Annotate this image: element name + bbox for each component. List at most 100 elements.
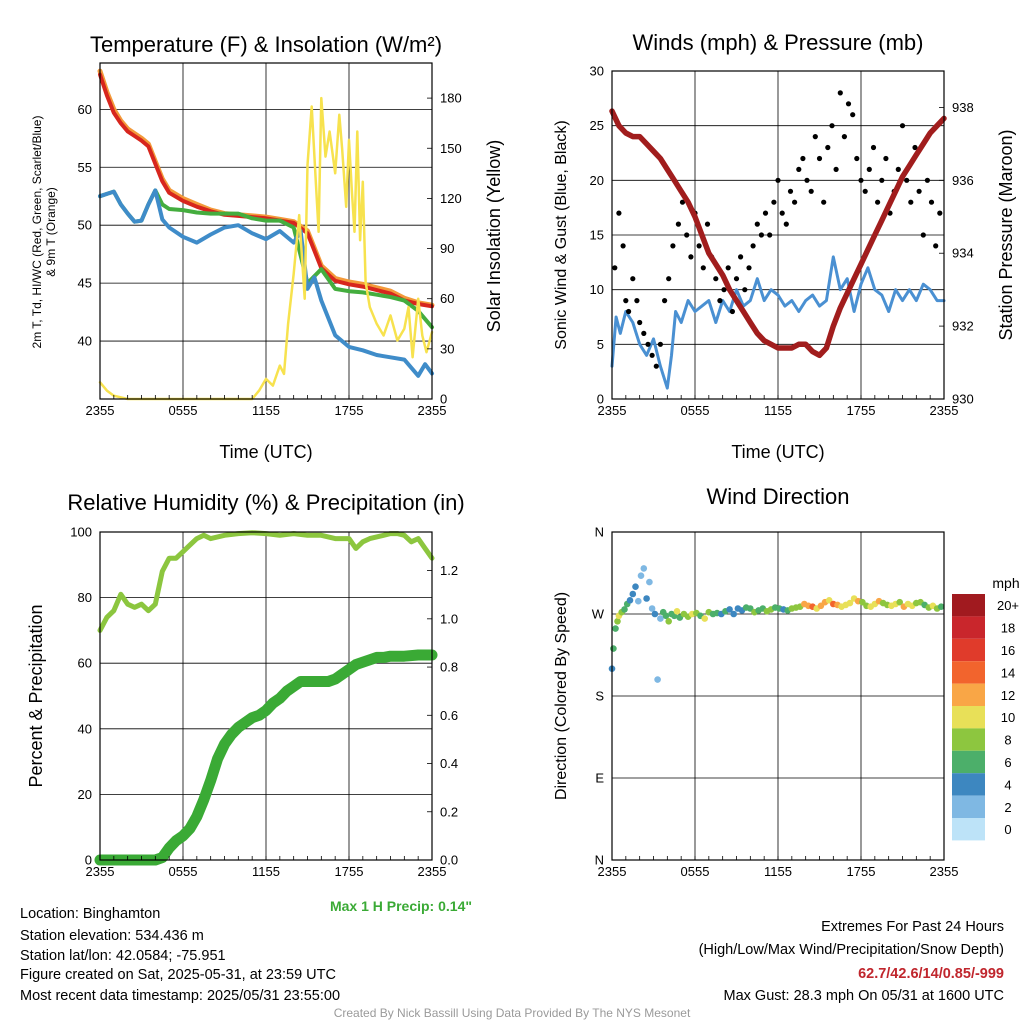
y2-tick-label: 0.6 xyxy=(440,708,458,723)
gust-point xyxy=(833,166,839,172)
y-tick-label: 15 xyxy=(590,228,604,243)
x-tick-label: 1755 xyxy=(847,864,876,879)
gust-point xyxy=(717,298,723,304)
gust-point xyxy=(866,166,872,172)
gust-point xyxy=(854,155,860,162)
gust-point xyxy=(858,177,864,183)
legend-label: 2 xyxy=(1004,800,1011,815)
x-tick-label: 2355 xyxy=(930,864,959,879)
gust-point xyxy=(688,254,694,260)
x-tick-label: 1755 xyxy=(847,403,876,418)
gust-point xyxy=(928,199,935,205)
direction-point xyxy=(896,598,903,606)
direction-point xyxy=(648,605,656,612)
y2-tick-label: 1.0 xyxy=(440,611,458,626)
gust-point xyxy=(883,155,889,162)
humidity-axes: 2355 0555 1155 1755 23550204060801000.00.20.… xyxy=(70,525,458,880)
gust-point xyxy=(670,243,676,249)
winds-xlabel: Time (UTC) xyxy=(731,442,824,462)
x-tick-label: 2355 xyxy=(418,864,447,879)
gust-point xyxy=(787,188,794,194)
direction-point xyxy=(646,578,653,586)
humidity-panel: Relative Humidity (%) & Precipitation (i… xyxy=(26,490,472,914)
legend-swatch xyxy=(952,818,985,841)
gust-point xyxy=(816,155,823,162)
gust-point xyxy=(713,276,719,282)
gust-point xyxy=(623,298,629,304)
direction-point xyxy=(612,625,619,632)
gust-point xyxy=(626,308,632,315)
gust-point xyxy=(733,276,740,282)
legend-swatch xyxy=(952,750,985,774)
gust-point xyxy=(758,232,765,238)
y2-tick-label: 0.2 xyxy=(440,804,458,819)
x-tick-label: 2355 xyxy=(418,403,447,418)
legend-label: 10 xyxy=(1001,710,1015,725)
gust-point xyxy=(783,221,789,227)
direction-point xyxy=(726,606,733,613)
y2-tick-label: 930 xyxy=(952,392,974,407)
gust-point xyxy=(862,188,868,194)
direction-point xyxy=(662,612,670,620)
y-tick-label: 25 xyxy=(590,118,604,133)
y2-tick-label: 0.0 xyxy=(440,853,458,868)
elevation-text: Station elevation: 534.436 m xyxy=(20,928,204,944)
gust-point xyxy=(725,265,731,271)
gust-point xyxy=(879,177,885,183)
y-tick-label: W xyxy=(592,607,605,622)
legend-label: 8 xyxy=(1004,733,1011,748)
direction-plot xyxy=(608,565,945,683)
temperature-ylabel-line2: & 9m T (Orange) xyxy=(44,187,58,277)
gust-point xyxy=(662,298,668,304)
humidity-title: Relative Humidity (%) & Precipitation (i… xyxy=(67,490,464,515)
direction-point xyxy=(643,595,650,602)
direction-point xyxy=(626,597,634,604)
temperature-panel: Temperature (F) & Insolation (W/m²) 2355… xyxy=(30,32,504,462)
y-tick-label: 50 xyxy=(78,218,92,233)
gust-point xyxy=(696,243,702,249)
y-tick-label: 20 xyxy=(590,173,604,188)
gust-point xyxy=(904,177,910,183)
x-tick-label: 2355 xyxy=(86,864,115,879)
extremes-values: 62.7/42.6/14/0.85/-999 xyxy=(858,966,1004,982)
gust-point xyxy=(704,221,711,227)
gust-point xyxy=(637,319,643,326)
pressure-line xyxy=(609,108,947,359)
y-tick-label: 60 xyxy=(78,102,92,117)
x-tick-label: 1155 xyxy=(764,864,792,879)
x-tick-label: 1755 xyxy=(335,403,364,418)
winds-ylabel: Sonic Wind & Gust (Blue, Black) xyxy=(553,120,570,349)
gust-point xyxy=(649,352,655,358)
direction-point xyxy=(640,565,648,572)
gust-point xyxy=(800,155,806,162)
y2-tick-label: 0 xyxy=(440,392,447,407)
x-tick-label: 2355 xyxy=(86,403,115,418)
legend-title: mph xyxy=(992,575,1019,591)
gust-point xyxy=(750,243,756,249)
legend-swatch xyxy=(952,773,985,796)
direction-title: Wind Direction xyxy=(706,484,849,509)
legend-label: 16 xyxy=(1001,643,1015,658)
legend-swatch xyxy=(952,683,985,706)
y-tick-label: 80 xyxy=(78,590,92,605)
x-tick-label: 2355 xyxy=(598,403,627,418)
gust-point xyxy=(933,243,939,249)
x-tick-label: 1155 xyxy=(764,403,792,418)
y-tick-label: 45 xyxy=(78,276,92,291)
x-tick-label: 0555 xyxy=(681,403,710,418)
y2-tick-label: 60 xyxy=(440,291,454,306)
gust-point xyxy=(616,210,622,216)
legend-swatch xyxy=(952,594,985,617)
extremes-description: (High/Low/Max Wind/Precipitation/Snow De… xyxy=(698,942,1004,958)
gust-point xyxy=(612,265,618,271)
y2-tick-label: 150 xyxy=(440,141,462,156)
humidity-line xyxy=(97,530,435,633)
gust-point xyxy=(908,199,914,205)
gust-point xyxy=(920,232,926,238)
x-tick-label: 2355 xyxy=(598,864,627,879)
gust-point xyxy=(825,144,831,151)
temperature-axes: 2355 0555 1155 1755 2355 40 45 50 55 60 0 30 60 90 120… xyxy=(78,91,462,418)
temperature-xlabel: Time (UTC) xyxy=(219,442,312,462)
gust-point xyxy=(796,166,802,172)
